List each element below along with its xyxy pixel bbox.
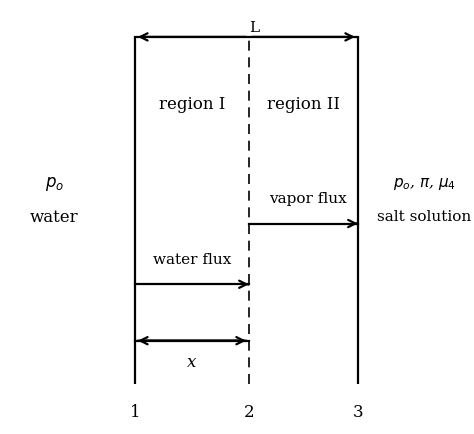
Text: region II: region II	[267, 95, 340, 113]
Text: vapor flux: vapor flux	[269, 192, 347, 206]
Text: water: water	[30, 208, 79, 226]
Text: $p_o$: $p_o$	[45, 175, 64, 194]
Text: 3: 3	[353, 404, 363, 421]
Text: x: x	[187, 354, 197, 371]
Text: salt solution: salt solution	[377, 210, 471, 224]
Text: 1: 1	[130, 404, 140, 421]
Text: L: L	[249, 21, 259, 35]
Text: 2: 2	[244, 404, 254, 421]
Text: water flux: water flux	[153, 253, 231, 267]
Text: $p_o$, $\pi$, $\mu_4$: $p_o$, $\pi$, $\mu_4$	[392, 177, 456, 192]
Text: region I: region I	[159, 95, 225, 113]
